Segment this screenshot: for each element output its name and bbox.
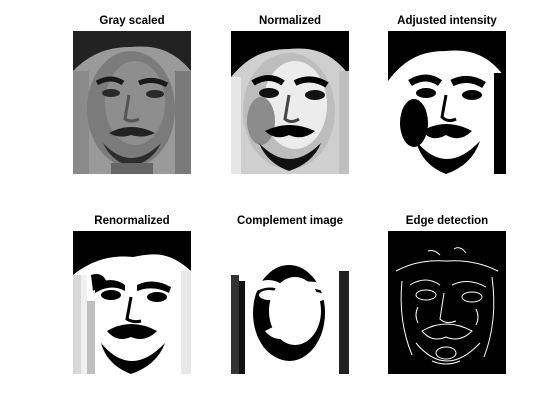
- panel-title: Renormalized: [94, 215, 170, 227]
- panel-title: Normalized: [259, 15, 321, 27]
- grayscale-face-image: [73, 31, 191, 174]
- panel-title: Edge detection: [405, 215, 489, 227]
- panel-complement-image: Complement image: [231, 212, 349, 374]
- complement-face-svg: [231, 231, 349, 374]
- panel-gray-scaled: Gray scaled: [73, 12, 191, 174]
- grayscale-face-svg: [73, 31, 191, 174]
- complement-face-image: [231, 231, 349, 374]
- edge-detection-face-svg: [388, 231, 506, 374]
- panel-title: Gray scaled: [99, 15, 165, 27]
- panel-normalized: Normalized: [231, 12, 349, 174]
- panel-edge-detection: Edge detection: [388, 212, 506, 374]
- panel-title: Complement image: [236, 215, 344, 227]
- panel-title: Adjusted intensity: [397, 15, 497, 27]
- edge-detection-face-image: [388, 231, 506, 374]
- normalized-face-image: [231, 31, 349, 174]
- adjusted-intensity-face-svg: [388, 31, 506, 174]
- renormalized-face-svg: [73, 231, 191, 374]
- adjusted-intensity-face-image: [388, 31, 506, 174]
- normalized-face-svg: [231, 31, 349, 174]
- panel-adjusted-intensity: Adjusted intensity: [388, 12, 506, 174]
- panel-renormalized: Renormalized: [73, 212, 191, 374]
- renormalized-face-image: [73, 231, 191, 374]
